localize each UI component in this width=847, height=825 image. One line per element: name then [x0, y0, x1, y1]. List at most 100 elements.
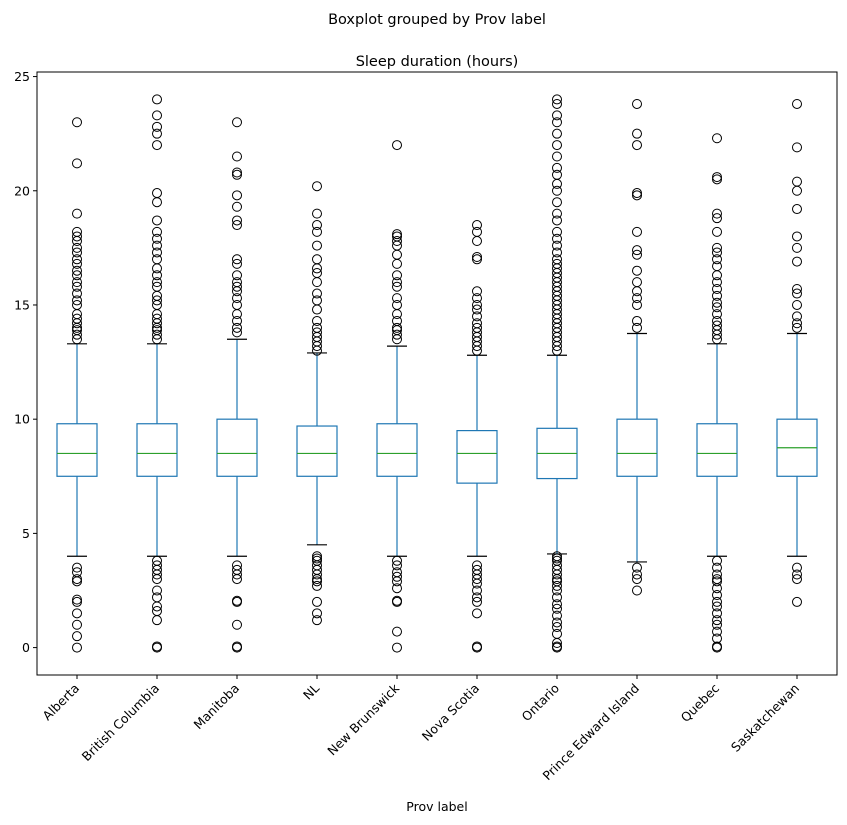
outlier-point: [312, 327, 322, 338]
outlier-point: [72, 247, 82, 258]
outlier-point: [712, 302, 722, 313]
outlier-point: [312, 181, 322, 192]
outlier-point: [552, 197, 562, 208]
outlier-point: [152, 197, 162, 208]
outlier-point: [72, 117, 82, 128]
outlier-point: [232, 293, 242, 304]
y-tick-label: 20: [14, 183, 30, 198]
x-tick-label: Quebec: [678, 680, 723, 725]
outlier-point: [232, 167, 242, 178]
outlier-point: [72, 576, 82, 587]
outlier-point: [472, 252, 482, 263]
outlier-point: [632, 128, 642, 139]
outlier-point: [232, 190, 242, 201]
outlier-point: [712, 576, 722, 587]
outlier-point: [712, 315, 722, 326]
outlier-point: [552, 169, 562, 180]
outlier-point: [152, 555, 162, 566]
outlier-point: [552, 226, 562, 237]
outlier-point: [552, 628, 562, 639]
outlier-point: [792, 288, 802, 299]
outlier-point: [312, 277, 322, 288]
outlier-point: [232, 299, 242, 310]
x-tick-label: NL: [300, 680, 322, 702]
outlier-point: [312, 240, 322, 251]
box-group-4: [296, 181, 338, 626]
outlier-point: [552, 576, 562, 587]
outlier-point: [312, 220, 322, 231]
outlier-point: [792, 176, 802, 187]
outlier-point: [152, 226, 162, 237]
outlier-point: [392, 231, 402, 242]
outlier-point: [472, 560, 482, 571]
outlier-point: [552, 215, 562, 226]
outlier-point: [72, 277, 82, 288]
outlier-point: [232, 151, 242, 162]
outlier-point: [72, 631, 82, 642]
outlier-point: [232, 270, 242, 281]
outlier-point: [552, 617, 562, 628]
box: [56, 423, 98, 477]
outlier-point: [232, 564, 242, 575]
outlier-point: [312, 226, 322, 237]
outlier-point: [152, 94, 162, 105]
outlier-point: [712, 601, 722, 612]
y-tick-label: 25: [14, 69, 30, 84]
outlier-point: [552, 592, 562, 603]
outlier-point: [72, 208, 82, 219]
outlier-point: [552, 551, 562, 562]
outlier-point: [392, 571, 402, 582]
outlier-point: [392, 560, 402, 571]
outlier-point: [472, 592, 482, 603]
outlier-point: [792, 569, 802, 580]
outlier-point: [552, 151, 562, 162]
x-tick-label: British Columbia: [79, 681, 162, 764]
box-group-1: [56, 117, 98, 653]
outlier-point: [712, 208, 722, 219]
outlier-point: [392, 249, 402, 260]
outlier-point: [552, 553, 562, 564]
outlier-point: [312, 551, 322, 562]
y-tick-label: 5: [22, 526, 30, 541]
outlier-point: [632, 569, 642, 580]
outlier-point: [72, 329, 82, 340]
y-tick-label: 15: [14, 297, 30, 312]
outlier-point: [72, 325, 82, 336]
outlier-point: [712, 254, 722, 265]
outlier-point: [792, 242, 802, 253]
outlier-point: [152, 121, 162, 132]
outlier-point: [72, 295, 82, 306]
outlier-point: [792, 204, 802, 215]
outlier-point: [72, 281, 82, 292]
x-tick-label: Nova Scotia: [419, 681, 482, 744]
outlier-point: [72, 642, 82, 653]
outlier-point: [552, 247, 562, 258]
outlier-point: [72, 608, 82, 619]
outlier-point: [712, 297, 722, 308]
outlier-point: [472, 596, 482, 607]
outlier-point: [312, 555, 322, 566]
outlier-point: [72, 313, 82, 324]
outlier-point: [792, 318, 802, 329]
outlier-point: [312, 608, 322, 619]
outlier-point: [712, 590, 722, 601]
outlier-point: [392, 258, 402, 269]
outlier-point: [712, 226, 722, 237]
outlier-point: [632, 188, 642, 199]
outlier-point: [552, 610, 562, 621]
outlier-point: [552, 128, 562, 139]
outlier-point: [392, 236, 402, 247]
outlier-point: [712, 309, 722, 320]
outlier-point: [72, 567, 82, 578]
outlier-point: [792, 322, 802, 333]
outlier-point: [712, 626, 722, 637]
outlier-point: [712, 619, 722, 630]
outlier-point: [472, 299, 482, 310]
outlier-point: [472, 220, 482, 231]
outlier-point: [232, 258, 242, 269]
x-tick-label: New Brunswick: [324, 680, 402, 758]
outlier-point: [712, 172, 722, 183]
outlier-point: [392, 567, 402, 578]
outlier-point: [312, 615, 322, 626]
